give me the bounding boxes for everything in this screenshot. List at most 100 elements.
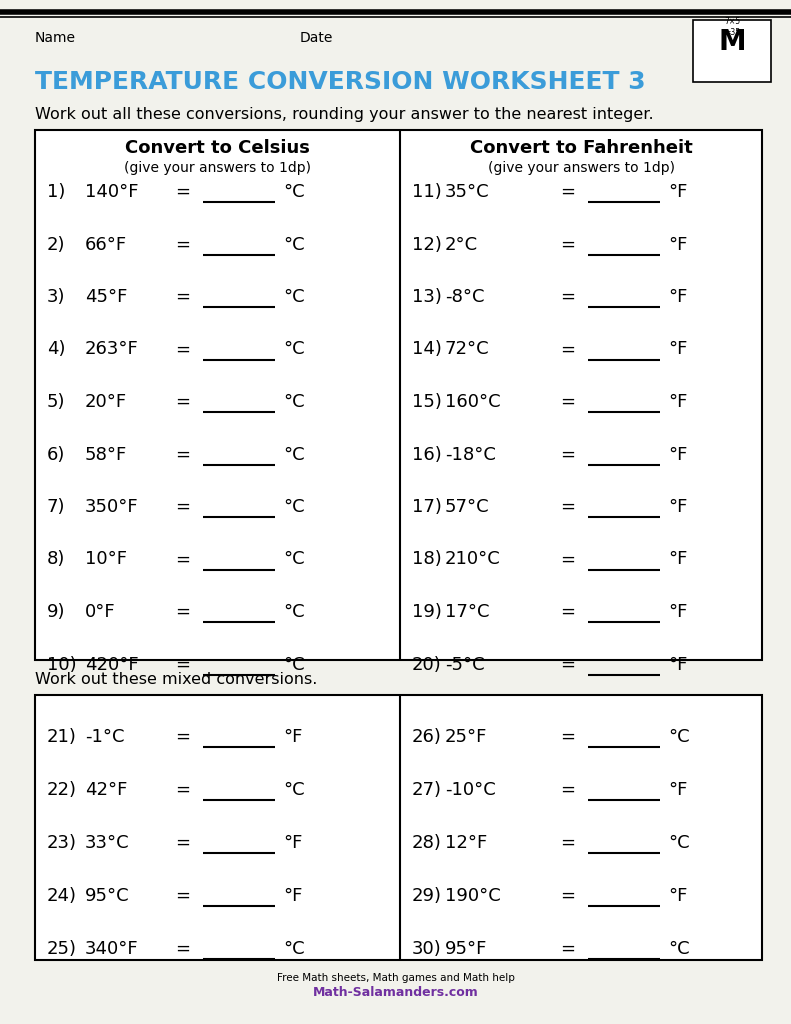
Text: °C: °C [283,288,305,306]
Text: °C: °C [283,341,305,358]
Text: -10°C: -10°C [445,781,496,799]
Text: °F: °F [668,445,687,464]
Text: 1): 1) [47,183,66,201]
Text: =: = [176,236,191,254]
Text: 33°C: 33°C [85,834,130,852]
Text: °C: °C [283,603,305,621]
Text: °F: °F [668,655,687,674]
Text: °F: °F [668,781,687,799]
Bar [693,20,771,82]
Text: =: = [176,655,191,674]
Text: =: = [561,603,576,621]
Text: (give your answers to 1dp): (give your answers to 1dp) [124,161,311,175]
Text: 30): 30) [412,940,441,958]
Text: Date: Date [300,31,333,45]
Text: 42°F: 42°F [85,781,127,799]
Text: °F: °F [668,236,687,254]
Text: 13): 13) [412,288,442,306]
Text: 12): 12) [412,236,442,254]
Text: 2°C: 2°C [445,236,478,254]
Text: °C: °C [283,445,305,464]
Text: 263°F: 263°F [85,341,138,358]
Text: 5): 5) [47,393,66,411]
Text: 160°C: 160°C [445,393,501,411]
Text: °F: °F [668,393,687,411]
Text: 10°F: 10°F [85,551,127,568]
Text: =: = [176,834,191,852]
Text: =: = [176,728,191,746]
Text: =: = [176,551,191,568]
Text: °C: °C [283,781,305,799]
Text: °F: °F [668,603,687,621]
Text: 2): 2) [47,236,66,254]
Text: Work out all these conversions, rounding your answer to the nearest integer.: Work out all these conversions, rounding… [35,108,653,123]
Text: °F: °F [668,341,687,358]
Text: °C: °C [283,393,305,411]
Text: 4): 4) [47,341,66,358]
Text: =: = [561,655,576,674]
Text: °F: °F [668,887,687,905]
Text: 7×5
=35: 7×5 =35 [724,17,740,37]
Text: 20): 20) [412,655,441,674]
Text: °C: °C [668,940,690,958]
Text: 72°C: 72°C [445,341,490,358]
Text: (give your answers to 1dp): (give your answers to 1dp) [487,161,675,175]
Text: =: = [176,603,191,621]
Text: °F: °F [668,288,687,306]
Text: =: = [561,498,576,516]
Text: 66°F: 66°F [85,236,127,254]
Text: =: = [561,393,576,411]
Text: 23): 23) [47,834,77,852]
Text: 3): 3) [47,288,66,306]
Bar [35,130,762,660]
Text: 95°C: 95°C [85,887,130,905]
Text: =: = [561,834,576,852]
Text: °C: °C [283,183,305,201]
Text: 340°F: 340°F [85,940,138,958]
Text: 20°F: 20°F [85,393,127,411]
Text: 0°F: 0°F [85,603,115,621]
Text: 8): 8) [47,551,66,568]
Text: °F: °F [283,887,302,905]
Text: 21): 21) [47,728,77,746]
Text: 95°F: 95°F [445,940,487,958]
Text: °F: °F [668,498,687,516]
Text: M: M [718,28,746,56]
Text: 57°C: 57°C [445,498,490,516]
Text: 6): 6) [47,445,66,464]
Text: 18): 18) [412,551,441,568]
Text: 45°F: 45°F [85,288,127,306]
Text: °C: °C [283,551,305,568]
Text: Convert to Celsius: Convert to Celsius [125,139,310,157]
Text: Convert to Fahrenheit: Convert to Fahrenheit [470,139,692,157]
Bar [35,695,762,961]
Text: 26): 26) [412,728,442,746]
Text: 17°C: 17°C [445,603,490,621]
Text: 25°F: 25°F [445,728,487,746]
Text: 24): 24) [47,887,77,905]
Text: 25): 25) [47,940,77,958]
Text: 27): 27) [412,781,442,799]
Text: =: = [561,728,576,746]
Text: =: = [176,341,191,358]
Text: =: = [176,393,191,411]
Text: Work out these mixed conversions.: Work out these mixed conversions. [35,673,317,687]
Text: 210°C: 210°C [445,551,501,568]
Text: °C: °C [668,834,690,852]
Text: =: = [561,236,576,254]
Text: 10): 10) [47,655,77,674]
Text: TEMPERATURE CONVERSION WORKSHEET 3: TEMPERATURE CONVERSION WORKSHEET 3 [35,70,645,94]
Text: =: = [561,551,576,568]
Text: 11): 11) [412,183,441,201]
Text: =: = [561,341,576,358]
Text: 29): 29) [412,887,442,905]
Text: 9): 9) [47,603,66,621]
Text: 7): 7) [47,498,66,516]
Text: Free Math sheets, Math games and Math help: Free Math sheets, Math games and Math he… [277,973,514,983]
Text: °C: °C [283,236,305,254]
Text: 16): 16) [412,445,441,464]
Text: =: = [176,183,191,201]
Text: °C: °C [283,940,305,958]
Text: 350°F: 350°F [85,498,138,516]
Text: -8°C: -8°C [445,288,485,306]
